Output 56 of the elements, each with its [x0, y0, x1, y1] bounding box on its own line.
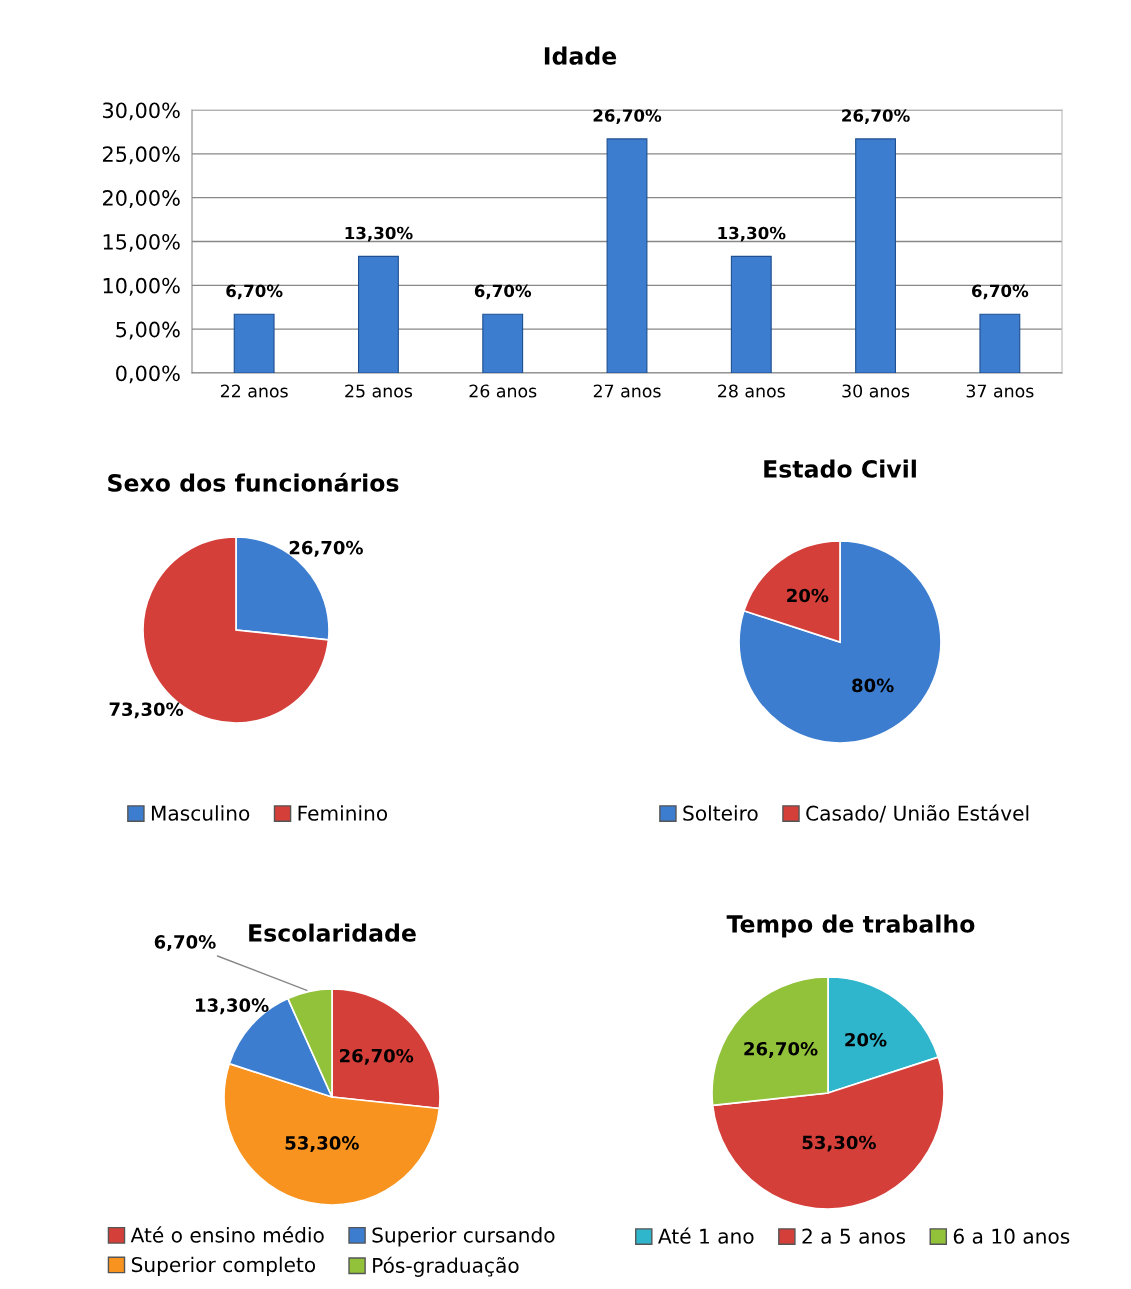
x-tick-label: 30 anos [842, 384, 910, 398]
data-label: 6,70% [474, 284, 532, 300]
data-label: 6,70% [226, 284, 283, 300]
bar [482, 313, 524, 373]
data-label: 26,70% [289, 540, 363, 557]
legend-label: Superior completo [131, 1256, 316, 1277]
bar [606, 138, 648, 373]
x-tick-label: 37 anos [966, 384, 1034, 398]
data-label: 20% [787, 588, 829, 603]
pie-slice [738, 540, 942, 744]
y-tick-label: 20,00% [102, 190, 180, 208]
data-label: 26,70% [340, 1048, 414, 1065]
data-label: 53,30% [802, 1135, 876, 1152]
x-tick-label: 26 anos [469, 384, 537, 398]
legend-label: Pós-graduação [373, 1256, 519, 1277]
chart-title: Sexo dos funcionários [108, 472, 399, 492]
x-tick-label: 28 anos [718, 384, 785, 398]
bar [979, 313, 1021, 373]
legend-label: Solteiro [683, 805, 758, 821]
chart-title: Estado Civil [764, 459, 916, 478]
data-label: 13,30% [718, 226, 786, 242]
legend-label: Casado/ União Estável [806, 804, 1029, 823]
legend-label: 6 a 10 anos [953, 1228, 1070, 1244]
bar [730, 255, 772, 373]
legend-label: Feminino [298, 805, 388, 821]
data-label: 6,70% [154, 935, 216, 952]
data-label: 26,70% [744, 1041, 818, 1058]
legend-label: Até o ensino médio [130, 1226, 324, 1243]
y-tick-label: 30,00% [103, 102, 180, 121]
bar [233, 313, 275, 373]
chart-title: Tempo de trabalho [726, 914, 975, 938]
data-label: 6,70% [971, 284, 1029, 300]
y-tick-label: 5,00% [116, 321, 180, 340]
y-tick-label: 10,00% [103, 277, 180, 296]
bar [357, 255, 399, 373]
data-label: 20% [845, 1032, 887, 1047]
legend-label: 2 a 5 anos [802, 1228, 906, 1244]
data-label: 73,30% [109, 702, 184, 719]
legend-label: Até 1 ano [658, 1227, 754, 1244]
y-tick-label: 15,00% [103, 233, 180, 252]
data-label: 26,70% [593, 109, 662, 124]
data-label: 13,30% [345, 226, 413, 242]
x-tick-label: 27 anos [593, 384, 661, 398]
chart-title: Escolaridade [249, 923, 416, 942]
x-tick-label: 22 anos [220, 384, 288, 398]
chart-title: Idade [544, 46, 617, 65]
data-label: 13,30% [196, 998, 269, 1015]
y-tick-label: 0,00% [116, 365, 180, 384]
legend-label: Masculino [151, 805, 250, 821]
y-tick-label: 25,00% [102, 146, 180, 165]
data-label: 80% [852, 678, 894, 693]
data-label: 26,70% [842, 109, 910, 124]
bar [855, 138, 897, 373]
x-tick-label: 25 anos [345, 384, 413, 398]
data-label: 53,30% [285, 1136, 359, 1153]
legend-label: Superior cursando [372, 1227, 555, 1247]
